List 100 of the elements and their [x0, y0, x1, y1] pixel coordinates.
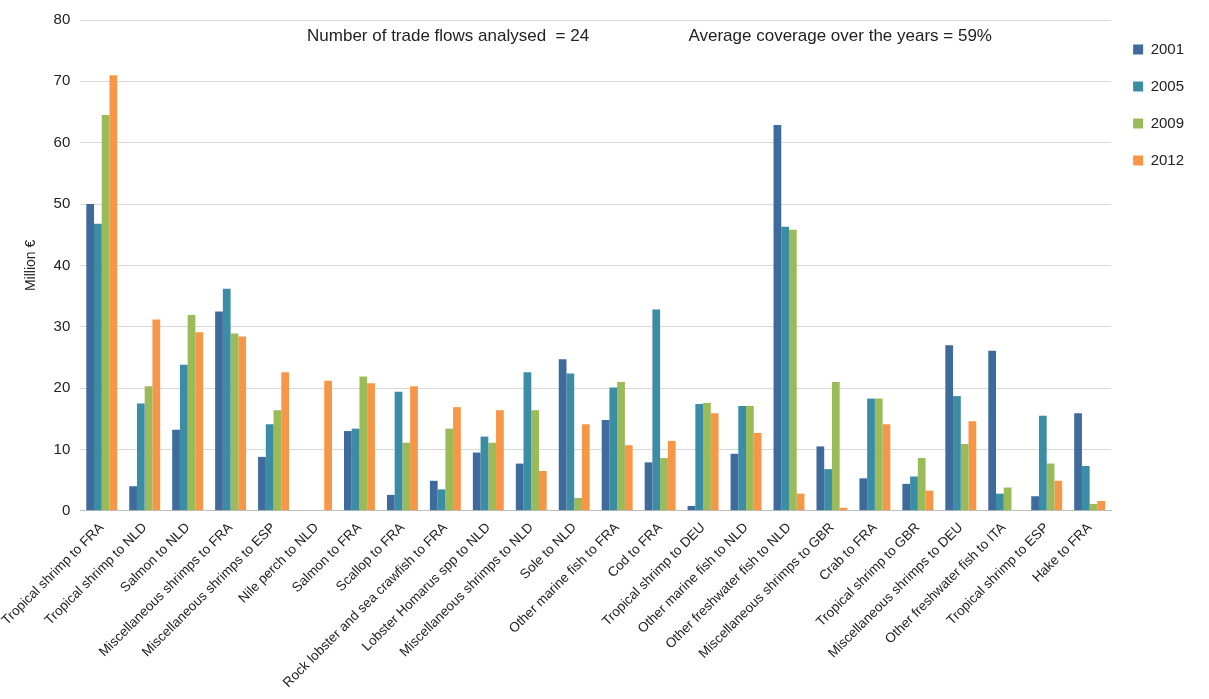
- bar: [601, 420, 610, 511]
- bar: [574, 497, 582, 511]
- bar: [1081, 466, 1090, 511]
- bar: [281, 372, 290, 511]
- bar: [195, 332, 204, 511]
- bar: [581, 424, 590, 511]
- annotation: Number of trade flows analysed = 24: [307, 26, 590, 46]
- bar: [882, 424, 891, 511]
- bar: [496, 410, 504, 511]
- bar: [488, 442, 497, 511]
- bar: [1097, 501, 1106, 511]
- bar: [788, 229, 797, 511]
- bar: [781, 226, 789, 511]
- bar: [187, 315, 196, 511]
- y-tick-label: 0: [61, 500, 71, 518]
- bar: [968, 421, 977, 511]
- bar: [265, 424, 274, 511]
- bar: [531, 410, 539, 511]
- bar: [129, 486, 137, 511]
- bar: [695, 404, 704, 511]
- bar: [523, 372, 532, 511]
- bar: [902, 483, 911, 511]
- bar: [343, 431, 352, 511]
- bar: [359, 376, 368, 511]
- bar: [273, 410, 282, 511]
- bar: [660, 458, 668, 511]
- bar: [753, 432, 762, 511]
- bar: [410, 386, 418, 511]
- bar: [816, 446, 825, 511]
- bar: [351, 428, 360, 511]
- y-tick-label: 20: [53, 378, 71, 396]
- bar: [831, 382, 840, 511]
- bar: [652, 309, 661, 511]
- bar: [394, 391, 403, 511]
- bar: [386, 494, 395, 511]
- bar: [746, 405, 754, 511]
- bar: [215, 311, 223, 511]
- y-tick-label: 40: [53, 255, 71, 273]
- bar: [996, 493, 1004, 511]
- bar: [667, 440, 676, 511]
- bar: [624, 445, 633, 511]
- bar: [1054, 480, 1063, 511]
- bar: [402, 442, 411, 511]
- bar: [101, 115, 110, 511]
- y-tick-label: 10: [53, 439, 71, 457]
- bar: [324, 380, 332, 511]
- legend-label: 2001: [1150, 39, 1185, 57]
- bar: [472, 452, 481, 511]
- bar: [179, 364, 188, 511]
- bar: [136, 403, 145, 511]
- bar: [453, 407, 461, 511]
- bar: [1074, 413, 1082, 511]
- bar: [539, 470, 547, 511]
- bar: [94, 223, 102, 511]
- bar: [566, 373, 575, 511]
- bar: [644, 462, 653, 511]
- bar: [437, 489, 446, 511]
- bar: [945, 345, 954, 511]
- bar: [609, 387, 618, 511]
- bar: [867, 398, 875, 511]
- y-tick-label: 80: [53, 10, 71, 28]
- bar: [710, 413, 719, 511]
- bar: [988, 350, 997, 511]
- bar: [859, 478, 868, 511]
- bar: [558, 359, 567, 511]
- bar: [258, 456, 266, 511]
- bar: [152, 319, 161, 511]
- bar: [222, 288, 231, 511]
- bar: [703, 402, 711, 511]
- bar: [617, 382, 625, 511]
- bar: [429, 480, 438, 511]
- bar: [953, 396, 961, 511]
- bar: [874, 398, 883, 511]
- bar: [86, 204, 95, 511]
- legend-label: 2009: [1150, 113, 1185, 131]
- y-tick-label: 30: [53, 316, 71, 334]
- bar: [824, 469, 832, 511]
- bar: [144, 386, 153, 511]
- bar: [480, 436, 489, 511]
- legend-label: 2005: [1150, 76, 1185, 94]
- bar: [730, 453, 739, 511]
- y-tick-label: 70: [53, 71, 71, 89]
- bar: [367, 383, 375, 511]
- bar: [109, 75, 118, 511]
- bar: [172, 429, 180, 511]
- bar: [1038, 415, 1047, 511]
- bar: [960, 443, 969, 511]
- y-axis-title: Million €: [22, 239, 39, 292]
- annotation: Average coverage over the years = 59%: [688, 26, 992, 46]
- bar: [515, 463, 524, 511]
- bar: [910, 476, 918, 511]
- legend-label: 2012: [1150, 150, 1185, 168]
- bar: [738, 405, 747, 511]
- bar: [917, 458, 926, 511]
- y-tick-label: 60: [53, 132, 71, 150]
- bar: [1031, 496, 1039, 511]
- bar: [773, 124, 782, 511]
- bar: [238, 336, 247, 511]
- bar: [445, 428, 454, 511]
- bar: [230, 333, 239, 511]
